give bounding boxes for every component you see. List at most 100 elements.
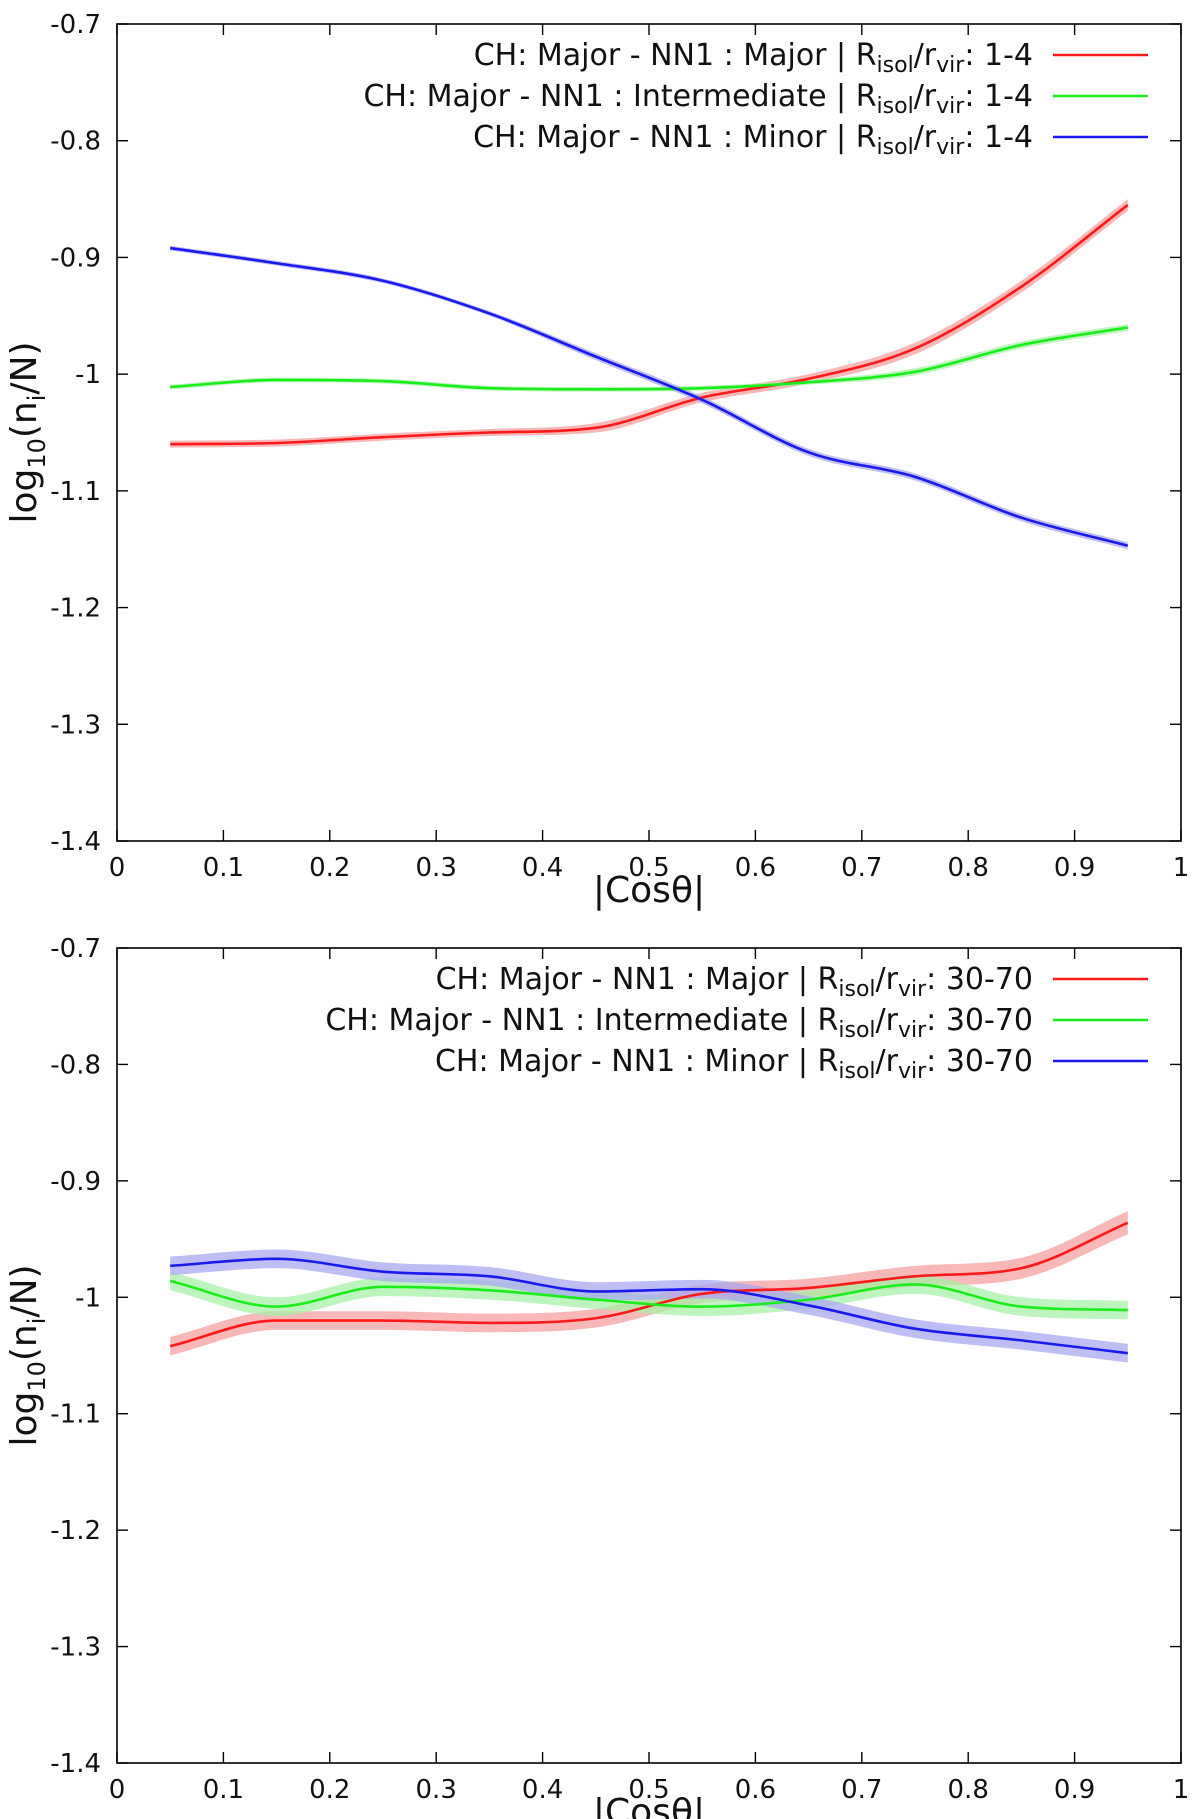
legend-item-3: CH: Major - NN1 : Minor | Risol/rvir: 30… (435, 1044, 1148, 1084)
legend-sub: vir (936, 135, 965, 160)
y-tick-label: -0.8 (50, 127, 101, 157)
y-tick-label: -1.4 (50, 1749, 101, 1779)
y-tick-label: -0.7 (50, 10, 101, 40)
legend-sub: isol (838, 1059, 875, 1084)
x-tick-label: 0.1 (203, 853, 244, 883)
x-tick-label: 0.5 (628, 853, 669, 883)
legend-main: CH: Major - NN1 : Intermediate | R (363, 79, 876, 114)
x-tick-label: 0.3 (416, 1775, 457, 1805)
plot-area (169, 1211, 1129, 1363)
legend-sub: vir (898, 1018, 927, 1043)
y-label-sub2: i (23, 1318, 51, 1325)
legend-label: CH: Major - NN1 : Minor | Risol/rvir: 1-… (473, 120, 1033, 160)
y-tick-label: -1.4 (50, 827, 101, 857)
y-tick-label: -1 (75, 360, 101, 390)
x-tick-label: 0.9 (1054, 853, 1095, 883)
x-tick-label: 0 (109, 1775, 126, 1805)
x-tick-label: 0.7 (841, 853, 882, 883)
legend-mid: /r (876, 1003, 899, 1038)
legend-sub: isol (838, 1018, 875, 1043)
chart-panel-1: 0 0.1 0.2 0.3 0.4 0.5 0.6 0.7 0.8 0.9 1 -0.7 -0.8 -0.… (4, 10, 1189, 911)
error-band-series-1 (170, 1211, 1128, 1356)
x-tick-label: 0.3 (416, 853, 457, 883)
legend-item-3: CH: Major - NN1 : Minor | Risol/rvir: 1-… (473, 120, 1148, 160)
legend-item-1: CH: Major - NN1 : Major | Risol/rvir: 30… (436, 962, 1148, 1002)
error-band-series-1 (170, 199, 1128, 448)
y-tick-label: -1.2 (50, 594, 101, 624)
y-label-rest: /N) (4, 1264, 45, 1317)
legend: CH: Major - NN1 : Major | Risol/rvir: 30… (325, 962, 1148, 1084)
x-tick-label: 1 (1173, 1775, 1190, 1805)
legend-end: : 30-70 (926, 1044, 1033, 1079)
line-series-2 (170, 326, 1129, 391)
y-tick-label: -1 (75, 1283, 101, 1313)
legend-end: : 1-4 (964, 38, 1033, 73)
y-label-base: log (4, 469, 45, 524)
legend-main: CH: Major - NN1 : Major | R (436, 962, 839, 997)
legend-mid: /r (876, 962, 899, 997)
y-axis-label: log10(ni/N) (4, 1264, 51, 1446)
legend-sub: vir (898, 1059, 927, 1084)
legend-item-1: CH: Major - NN1 : Major | Risol/rvir: 1-… (474, 38, 1148, 78)
y-tick-label: -1.1 (50, 1400, 101, 1430)
y-axis-label: log10(ni/N) (4, 341, 51, 523)
legend: CH: Major - NN1 : Major | Risol/rvir: 1-… (363, 38, 1148, 160)
y-tick-label: -0.9 (50, 1167, 101, 1197)
x-tick-label: 0.4 (522, 853, 563, 883)
legend-label: CH: Major - NN1 : Intermediate | Risol/r… (363, 79, 1033, 119)
x-tick-label: 0.4 (522, 1775, 563, 1805)
y-tick-label: -1.1 (50, 477, 101, 507)
y-tick-label: -1.3 (50, 1633, 101, 1663)
y-tick-label: -0.7 (50, 934, 101, 964)
x-tick-label: 0.2 (309, 1775, 350, 1805)
error-band-series-3 (170, 245, 1128, 550)
legend-main: CH: Major - NN1 : Intermediate | R (325, 1003, 838, 1038)
legend-label: CH: Major - NN1 : Intermediate | Risol/r… (325, 1003, 1033, 1043)
x-axis-label: |Cosθ| (593, 1792, 705, 1819)
y-label-base: log (4, 1392, 45, 1447)
legend-mid: /r (914, 79, 937, 114)
line-series-1 (169, 1221, 1129, 1348)
line-series-3 (170, 1257, 1128, 1355)
y-label-paren: (n (4, 1324, 45, 1361)
x-tick-label: 0.2 (309, 853, 350, 883)
legend-end: : 1-4 (964, 79, 1033, 114)
y-tick-label: -0.8 (50, 1050, 101, 1080)
line-series-1 (170, 203, 1129, 446)
y-label-sub: 10 (23, 438, 51, 469)
legend-sub: isol (838, 977, 875, 1002)
x-tick-label: 0.1 (203, 1775, 244, 1805)
x-tick-label: 0.8 (948, 1775, 989, 1805)
legend-main: CH: Major - NN1 : Minor | R (435, 1044, 838, 1079)
legend-sub: isol (877, 53, 914, 78)
x-tick-label: 0.7 (841, 1775, 882, 1805)
chart-panel-2: 0 0.1 0.2 0.3 0.4 0.5 0.6 0.7 0.8 0.9 1 -0.7 -0.8 -0.… (4, 934, 1189, 1819)
error-band-series-2 (170, 323, 1128, 392)
x-tick-label: 0.9 (1054, 1775, 1095, 1805)
x-tick-label: 1 (1173, 853, 1190, 883)
legend-sub: isol (877, 94, 914, 119)
x-tick-label: 0.5 (628, 1775, 669, 1805)
legend-end: : 30-70 (926, 1003, 1033, 1038)
legend-mid: /r (876, 1044, 899, 1079)
legend-label: CH: Major - NN1 : Major | Risol/rvir: 30… (436, 962, 1033, 1002)
legend-sub: vir (898, 977, 927, 1002)
y-tick-label: -0.9 (50, 243, 101, 273)
y-label-sub: 10 (23, 1361, 51, 1392)
y-label-rest: /N) (4, 341, 45, 394)
legend-label: CH: Major - NN1 : Minor | Risol/rvir: 30… (435, 1044, 1033, 1084)
y-tick-label: -1.2 (50, 1516, 101, 1546)
legend-item-2: CH: Major - NN1 : Intermediate | Risol/r… (363, 79, 1148, 119)
line-series-2 (169, 1279, 1128, 1312)
legend-label: CH: Major - NN1 : Major | Risol/rvir: 1-… (474, 38, 1033, 78)
legend-sub: vir (936, 53, 965, 78)
legend-mid: /r (914, 38, 937, 73)
y-tick-label: -1.3 (50, 710, 101, 740)
x-tick-label: 0.6 (735, 853, 776, 883)
y-label-paren: (n (4, 401, 45, 438)
y-label-sub2: i (23, 395, 51, 402)
line-series-3 (170, 246, 1129, 547)
x-tick-label: 0.8 (948, 853, 989, 883)
plot-area (170, 199, 1129, 550)
